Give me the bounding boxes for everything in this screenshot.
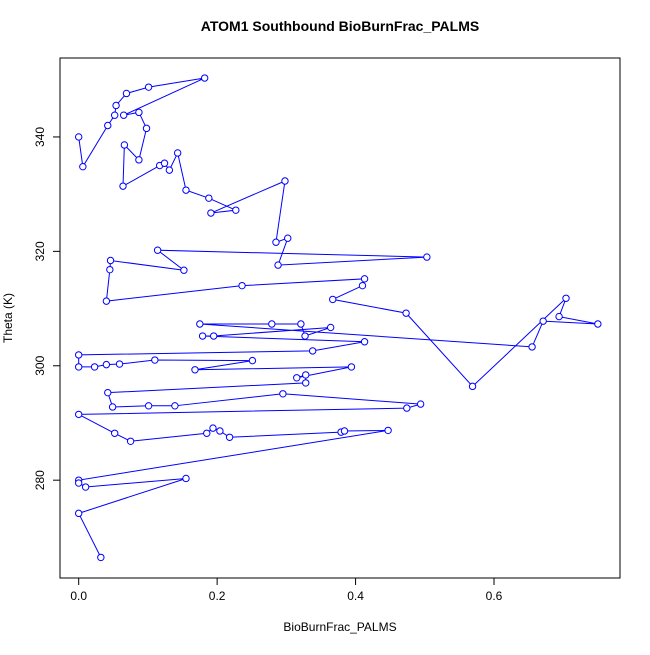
data-point xyxy=(562,294,570,302)
x-axis-label: BioBurnFrac_PALMS xyxy=(283,620,396,634)
y-tick-label: 300 xyxy=(33,355,47,375)
data-point xyxy=(301,332,309,340)
data-point xyxy=(144,402,153,410)
data-point xyxy=(302,371,310,379)
x-tick-label: 0.6 xyxy=(486,589,503,603)
data-point xyxy=(110,111,119,119)
data-point xyxy=(106,265,114,274)
data-point xyxy=(209,332,218,340)
data-point xyxy=(358,281,367,290)
y-tick-label: 320 xyxy=(33,241,47,261)
data-point xyxy=(119,111,128,119)
y-axis-label: Theta (K) xyxy=(1,293,15,343)
data-point xyxy=(203,429,211,437)
data-point xyxy=(97,553,105,562)
data-point xyxy=(153,246,162,254)
x-tick-label: 0.4 xyxy=(347,589,364,603)
data-point xyxy=(274,261,282,269)
data-point xyxy=(104,388,112,397)
data-point xyxy=(126,437,135,445)
data-point xyxy=(191,366,199,374)
data-point xyxy=(198,332,207,340)
data-point xyxy=(403,404,411,412)
data-point xyxy=(272,238,280,246)
data-point xyxy=(115,360,124,368)
data-point xyxy=(209,424,217,432)
data-point xyxy=(120,141,129,149)
data-point xyxy=(171,402,179,410)
data-point xyxy=(102,297,111,305)
data-point xyxy=(151,356,159,364)
data-point xyxy=(279,390,287,398)
data-point xyxy=(110,429,119,437)
data-point xyxy=(528,343,536,351)
data-point xyxy=(108,403,117,411)
data-point xyxy=(297,320,305,328)
data-point xyxy=(173,149,182,157)
data-point xyxy=(135,156,143,164)
data-point xyxy=(238,281,246,290)
data-point xyxy=(74,410,83,419)
data-point xyxy=(196,320,204,328)
data-point xyxy=(326,323,335,332)
data-point xyxy=(416,400,425,408)
chart-title: ATOM1 Southbound BioBurnFrac_PALMS xyxy=(201,18,479,34)
data-point xyxy=(340,427,349,435)
data-point xyxy=(539,317,547,325)
data-point xyxy=(360,338,369,346)
data-point xyxy=(102,360,111,369)
data-point xyxy=(293,374,301,382)
data-point xyxy=(329,295,337,304)
data-point xyxy=(74,351,83,359)
data-point xyxy=(74,363,83,371)
data-point xyxy=(112,101,120,110)
data-point xyxy=(160,159,169,167)
data-point xyxy=(308,347,317,355)
data-point xyxy=(200,74,209,82)
y-tick-label: 340 xyxy=(33,127,47,147)
y-tick-label: 280 xyxy=(33,470,47,490)
data-point xyxy=(144,83,153,91)
data-point xyxy=(232,206,240,214)
data-point xyxy=(165,166,174,174)
data-point xyxy=(119,182,127,190)
data-point xyxy=(205,194,213,202)
data-point xyxy=(104,121,112,130)
data-point xyxy=(423,253,431,261)
data-point xyxy=(135,108,143,117)
data-point xyxy=(81,483,90,491)
data-point xyxy=(106,256,115,265)
data-point xyxy=(281,177,289,185)
data-point xyxy=(347,363,356,371)
data-point xyxy=(142,124,151,133)
data-point xyxy=(207,209,215,217)
data-point xyxy=(248,356,257,365)
data-point xyxy=(555,312,563,321)
data-point xyxy=(268,320,276,328)
data-point xyxy=(122,89,131,98)
data-point xyxy=(79,162,87,171)
data-point xyxy=(182,186,190,194)
data-point xyxy=(402,309,410,317)
x-tick-label: 0.0 xyxy=(70,589,87,603)
data-point xyxy=(90,363,99,371)
data-point xyxy=(74,479,83,487)
data-point xyxy=(182,474,190,483)
data-point xyxy=(360,275,369,283)
data-point xyxy=(284,234,292,242)
data-point xyxy=(225,433,234,441)
data-point xyxy=(594,320,602,328)
plot-frame xyxy=(59,57,621,579)
data-point xyxy=(74,133,83,141)
data-point xyxy=(74,509,83,518)
x-tick-label: 0.2 xyxy=(209,589,226,603)
data-point xyxy=(468,382,477,391)
data-point xyxy=(180,266,188,274)
data-point xyxy=(216,427,224,435)
data-point xyxy=(384,426,392,435)
data-point xyxy=(302,379,310,387)
